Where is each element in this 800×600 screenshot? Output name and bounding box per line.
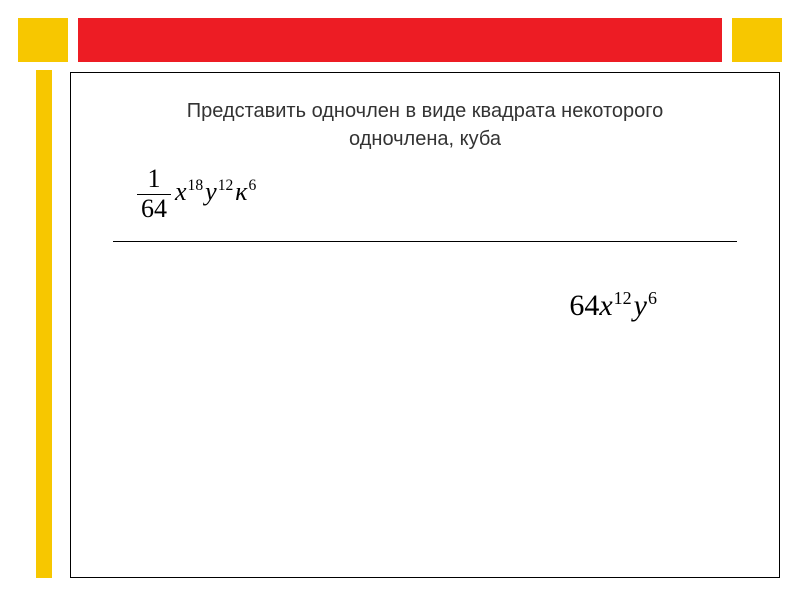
top-decor-band xyxy=(18,18,782,62)
expression-1: 1 64 x18y12к6 xyxy=(137,165,749,223)
exp-k: 6 xyxy=(248,177,256,194)
band-yellow-left xyxy=(18,18,68,62)
coef: 64 xyxy=(569,289,599,322)
var-y: y xyxy=(205,177,217,206)
task-heading: Представить одночлен в виде квадрата нек… xyxy=(101,97,749,153)
heading-line1: Представить одночлен в виде квадрата нек… xyxy=(187,100,664,122)
band-yellow-right xyxy=(732,18,782,62)
exp-x: 12 xyxy=(614,288,632,308)
band-gap xyxy=(68,18,78,62)
divider-line xyxy=(113,241,737,242)
var-x: x xyxy=(599,289,612,322)
exp-y: 12 xyxy=(218,177,234,194)
content-box: Представить одночлен в виде квадрата нек… xyxy=(70,72,780,578)
band-red xyxy=(78,18,722,62)
slide: Представить одночлен в виде квадрата нек… xyxy=(0,0,800,600)
var-y: y xyxy=(634,289,647,322)
heading-line2: одночлена, куба xyxy=(349,128,501,150)
exp-y: 6 xyxy=(648,288,657,308)
expression-2: 64x12y6 xyxy=(101,288,659,323)
fraction-den: 64 xyxy=(137,195,171,224)
fraction: 1 64 xyxy=(137,165,171,223)
var-x: x xyxy=(175,177,187,206)
fraction-num: 1 xyxy=(137,165,171,195)
var-k: к xyxy=(235,177,247,206)
exp-x: 18 xyxy=(188,177,204,194)
vertical-yellow-bar xyxy=(36,70,52,578)
band-gap xyxy=(722,18,732,62)
